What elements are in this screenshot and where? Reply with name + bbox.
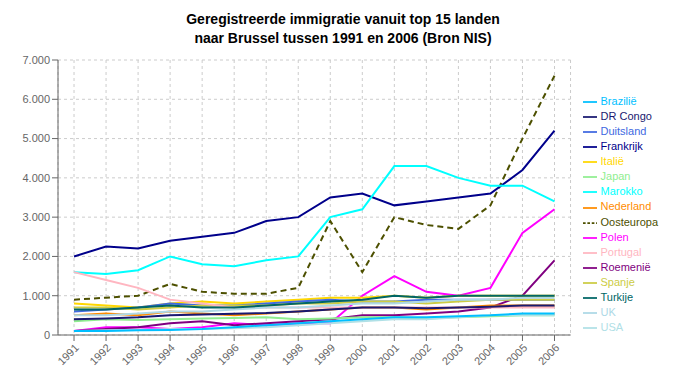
svg-text:1992: 1992 (87, 341, 113, 367)
svg-text:2004: 2004 (472, 341, 498, 367)
svg-text:2.000: 2.000 (22, 250, 50, 262)
svg-text:5.000: 5.000 (22, 132, 50, 144)
html-text:Frankrijk: Frankrijk (600, 140, 643, 152)
html-text:Portugal: Portugal (600, 245, 642, 258)
svg-text:1998: 1998 (279, 341, 305, 367)
html-text:Roemenië: Roemenië (600, 260, 651, 273)
svg-text:2002: 2002 (408, 341, 434, 367)
svg-text:3.000: 3.000 (22, 211, 50, 223)
svg-text:2006: 2006 (536, 341, 562, 367)
html-text:USA: USA (600, 321, 624, 334)
html-text:Marokko: Marokko (600, 185, 643, 198)
svg-text:4.000: 4.000 (22, 172, 50, 184)
svg-text:1997: 1997 (247, 341, 273, 367)
html-text:Nederland: Nederland (600, 200, 652, 213)
svg-text:1999: 1999 (311, 341, 337, 367)
svg-text:2003: 2003 (440, 341, 466, 367)
svg-text:2000: 2000 (343, 341, 369, 367)
html-text:Geregistreerde immigratie vanu: Geregistreerde immigratie vanuit top 15 … (186, 11, 500, 46)
html-text:DR Congo: DR Congo (600, 109, 652, 122)
svg-text:6.000: 6.000 (22, 93, 50, 105)
svg-text:1996: 1996 (215, 341, 241, 367)
svg-text:2005: 2005 (504, 341, 530, 367)
html-text:Italië: Italië (600, 155, 624, 168)
svg-text:7.000: 7.000 (22, 54, 50, 66)
html-text:Duitsland: Duitsland (600, 124, 647, 137)
html-text:Polen: Polen (600, 230, 629, 243)
svg-text:1993: 1993 (119, 341, 145, 367)
svg-text:1995: 1995 (183, 341, 209, 367)
html-text:Japan: Japan (600, 170, 631, 183)
html-text:Spanje: Spanje (600, 275, 635, 288)
svg-text:2001: 2001 (375, 341, 401, 367)
svg-text:1.000: 1.000 (22, 290, 50, 302)
html-text:Turkije: Turkije (600, 291, 634, 303)
svg-text:0: 0 (44, 329, 50, 341)
html-text:Brazilië: Brazilië (600, 94, 637, 107)
html-text:Oosteuropa: Oosteuropa (600, 215, 658, 228)
html-text:UK: UK (600, 306, 616, 319)
svg-text:1994: 1994 (151, 341, 177, 367)
svg-text:1991: 1991 (55, 341, 81, 367)
